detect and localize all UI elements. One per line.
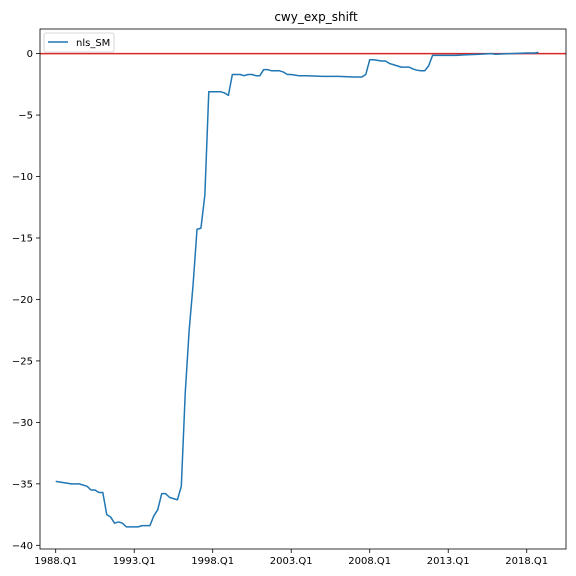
axes-frame	[39, 28, 567, 550]
x-tick-label: 1988.Q1	[34, 556, 77, 567]
x-tick-label: 2018.Q1	[505, 556, 548, 567]
x-tick-label: 2008.Q1	[348, 556, 391, 567]
y-tick-label: −15	[12, 233, 33, 244]
y-tick-label: −30	[12, 418, 33, 429]
legend-label-nls-sm: nls_SM	[76, 38, 110, 49]
y-axis-ticks: 0 −5 −10 −15 −20 −25 −30 −35 −40	[12, 49, 40, 552]
y-tick-label: −25	[12, 356, 33, 367]
x-tick-label: 1993.Q1	[113, 556, 156, 567]
chart-title: cwy_exp_shift	[274, 10, 358, 24]
x-tick-label: 2003.Q1	[270, 556, 313, 567]
x-tick-label: 1998.Q1	[191, 556, 234, 567]
y-tick-label: −40	[12, 541, 33, 552]
series-line-nls-sm	[55, 51, 539, 528]
x-axis-ticks: 1988.Q1 1993.Q1 1998.Q1 2003.Q1 2008.Q1 2013.…	[34, 549, 548, 567]
legend: nls_SM	[43, 32, 115, 53]
y-tick-label: −10	[12, 172, 33, 183]
y-tick-label: −5	[18, 111, 33, 122]
legend-box	[43, 32, 115, 53]
y-tick-label: −35	[12, 479, 33, 490]
x-tick-label: 2013.Q1	[427, 556, 470, 567]
y-tick-label: 0	[27, 49, 33, 60]
series-layer	[55, 51, 539, 528]
y-tick-label: −20	[12, 295, 33, 306]
